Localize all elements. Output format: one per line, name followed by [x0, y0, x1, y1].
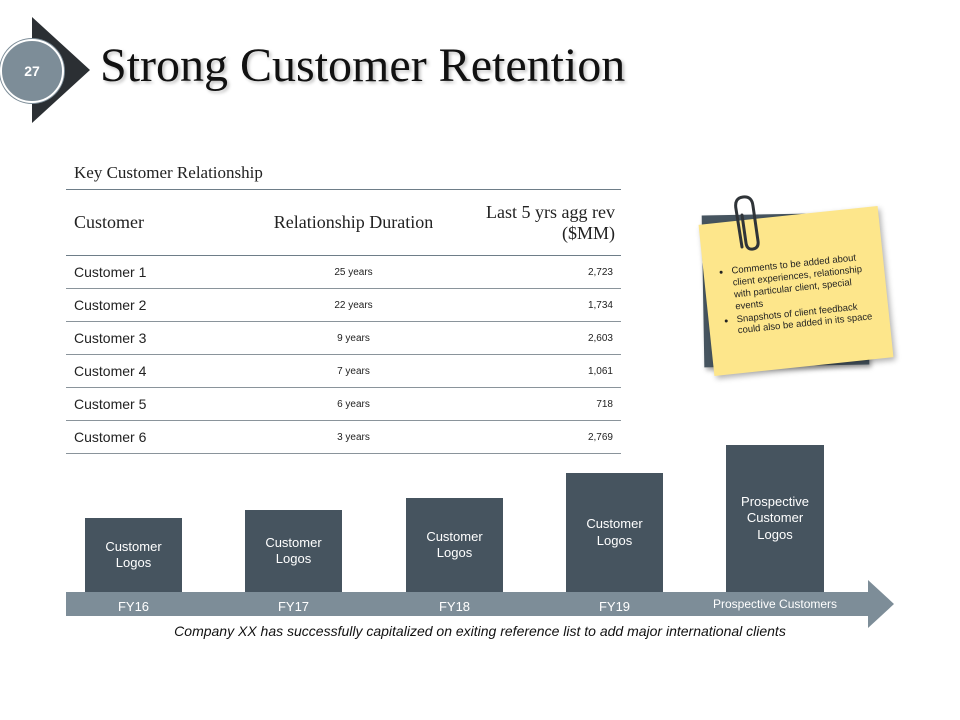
relationship-duration: 22 years	[265, 288, 442, 322]
customer-name: Customer 5	[66, 387, 265, 421]
customer-name: Customer 4	[66, 354, 265, 388]
paperclip-icon	[734, 195, 760, 251]
fy17-customer-logos-bar: Customer Logos	[245, 510, 342, 592]
prospective-customers-label: Prospective Customers	[713, 597, 838, 611]
table-row: Customer 2 22 years 1,734	[66, 288, 621, 322]
year-label-fy18: FY18	[438, 599, 471, 614]
relationship-duration: 7 years	[265, 354, 442, 388]
prospective-customer-logos-bar: Prospective Customer Logos	[726, 445, 824, 592]
table-header-row: Customer Relationship Duration Last 5 yr…	[66, 190, 621, 256]
slide-title: Strong Customer Retention	[100, 39, 626, 92]
timeline-arrow	[66, 580, 894, 628]
fy16-customer-logos-bar: Customer Logos	[85, 518, 182, 592]
aggregate-revenue: 2,723	[442, 255, 621, 289]
customer-name: Customer 2	[66, 288, 265, 322]
aggregate-revenue: 718	[442, 387, 621, 421]
header-revenue: Last 5 yrs agg rev ($MM)	[442, 190, 621, 256]
header-customer: Customer	[66, 190, 265, 256]
relationship-duration: 6 years	[265, 387, 442, 421]
aggregate-revenue: 2,769	[442, 420, 621, 454]
customer-name: Customer 3	[66, 321, 265, 355]
table-row: Customer 1 25 years 2,723	[66, 255, 621, 289]
customer-relationship-table: Customer Relationship Duration Last 5 yr…	[66, 190, 621, 454]
aggregate-revenue: 2,603	[442, 321, 621, 355]
year-label-fy19: FY19	[598, 599, 631, 614]
relationship-duration: 9 years	[265, 321, 442, 355]
customer-name: Customer 1	[66, 255, 265, 289]
customer-name: Customer 6	[66, 420, 265, 454]
header-duration: Relationship Duration	[265, 190, 442, 256]
customer-table: Key Customer Relationship Customer Relat…	[66, 160, 621, 454]
year-label-fy16: FY16	[117, 599, 150, 614]
aggregate-revenue: 1,061	[442, 354, 621, 388]
fy19-customer-logos-bar: Customer Logos	[566, 473, 663, 592]
footer-caption: Company XX has successfully capitalized …	[174, 623, 786, 639]
relationship-duration: 3 years	[265, 420, 442, 454]
table-caption: Key Customer Relationship	[66, 160, 621, 190]
fy18-customer-logos-bar: Customer Logos	[406, 498, 503, 592]
slide-number: 27	[24, 63, 40, 79]
aggregate-revenue: 1,734	[442, 288, 621, 322]
slide-number-badge: 27	[0, 39, 64, 103]
year-label-fy17: FY17	[277, 599, 310, 614]
relationship-duration: 25 years	[265, 255, 442, 289]
